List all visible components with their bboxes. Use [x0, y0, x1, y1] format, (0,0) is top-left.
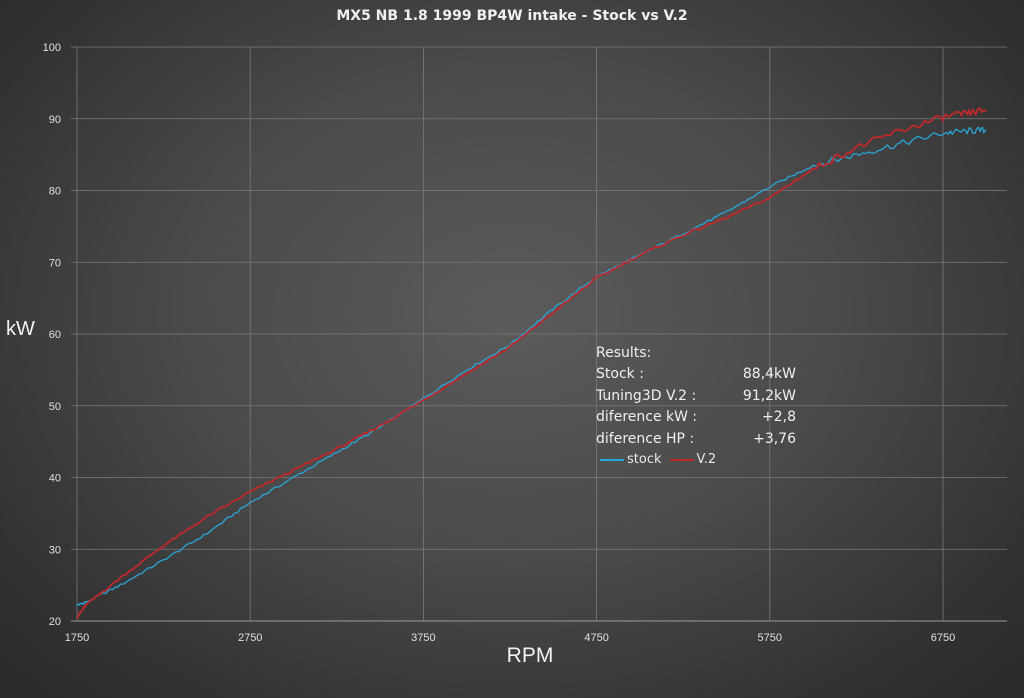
y-tick-label: 80 — [49, 186, 61, 198]
legend-label-stock: stock — [627, 452, 662, 467]
x-axis-label: RPM — [506, 644, 554, 667]
x-tick-label: 1750 — [65, 632, 89, 644]
series-line-v2 — [76, 107, 987, 620]
results-value: +2,8 — [762, 409, 796, 426]
results-row-diff-hp: diference HP : +3,76 — [596, 429, 796, 450]
y-tick-label: 90 — [49, 114, 61, 126]
legend: stock V.2 — [600, 452, 724, 467]
y-tick-label: 20 — [49, 616, 61, 628]
x-tick-label: 4750 — [584, 632, 608, 644]
legend-label-v2: V.2 — [696, 452, 717, 467]
results-value: 91,2kW — [742, 387, 796, 404]
y-axis-label: kW — [6, 318, 35, 340]
tick-labels: 20 30 40 50 60 70 80 90 100 1750 2750 3750 4750 5750 6… — [43, 42, 956, 644]
x-tick-label: 5750 — [758, 632, 782, 644]
y-tick-label: 30 — [49, 544, 61, 556]
legend-swatch-v2 — [669, 458, 694, 461]
x-tick-label: 2750 — [238, 632, 262, 644]
results-label: diference kW : — [596, 409, 698, 426]
results-heading: Results: — [596, 345, 652, 361]
x-tick-label: 6750 — [931, 632, 955, 644]
chart-title: MX5 NB 1.8 1999 BP4W intake - Stock vs V… — [336, 8, 688, 24]
results-row-stock: Stock : 88,4kW — [596, 364, 796, 385]
y-tick-label: 50 — [49, 401, 61, 413]
results-label: Tuning3D V.2 : — [596, 387, 697, 404]
results-box: Results: Stock : 88,4kW Tuning3D V.2 : 9… — [596, 343, 796, 450]
legend-item-v2: V.2 — [669, 452, 717, 467]
results-row-diff-kw: diference kW : +2,8 — [596, 407, 796, 428]
results-label: diference HP : — [596, 430, 695, 447]
series-line-stock — [76, 126, 987, 607]
y-tick-label: 60 — [49, 329, 61, 341]
y-tick-label: 70 — [49, 257, 61, 269]
series-lines — [76, 107, 987, 620]
x-tick-label: 3750 — [411, 632, 435, 644]
results-label: Stock : — [596, 366, 644, 383]
results-row-v2: Tuning3D V.2 : 91,2kW — [596, 386, 796, 407]
results-value: +3,76 — [753, 430, 796, 447]
legend-swatch-stock — [600, 458, 624, 461]
legend-item-stock: stock — [600, 452, 662, 467]
grid — [71, 46, 1007, 622]
y-tick-label: 40 — [49, 473, 61, 485]
y-tick-label: 100 — [43, 42, 61, 54]
results-value: 88,4kW — [742, 366, 796, 383]
